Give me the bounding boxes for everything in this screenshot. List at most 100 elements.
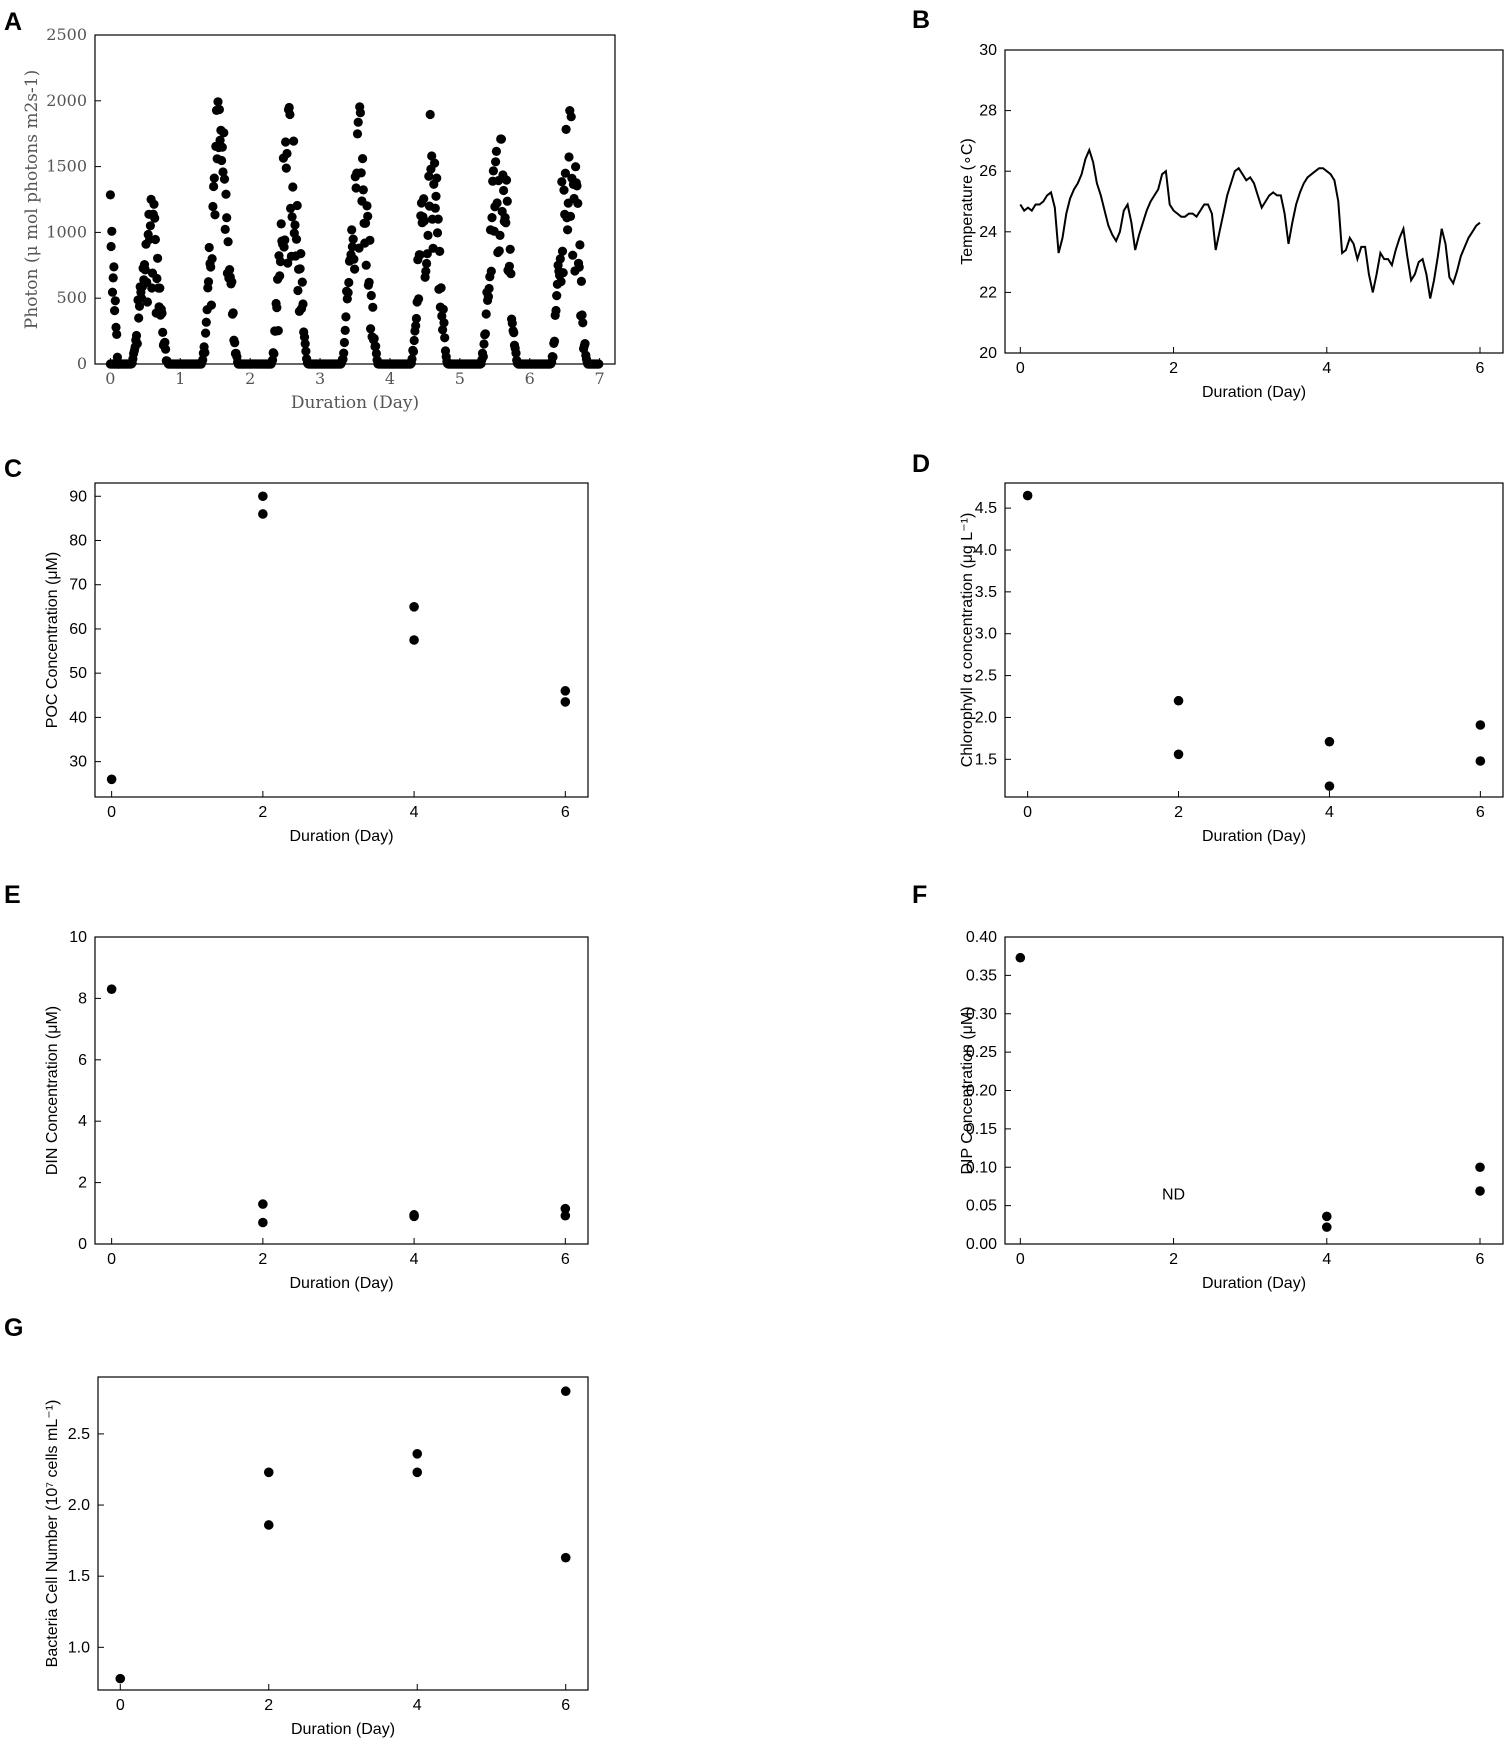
data-point xyxy=(106,984,117,994)
plot-frame xyxy=(94,482,589,798)
y-tick-label: 2 xyxy=(78,1175,87,1192)
data-point xyxy=(424,171,434,181)
x-tick-label: 6 xyxy=(1476,360,1485,377)
data-point xyxy=(555,254,565,264)
data-point xyxy=(207,254,217,264)
data-point xyxy=(301,346,311,356)
data-point xyxy=(263,1520,274,1530)
data-point xyxy=(203,277,214,287)
data-point xyxy=(423,230,433,240)
data-point xyxy=(153,253,163,263)
y-axis-label: DIP Concentration (μM) xyxy=(959,1006,976,1174)
data-point xyxy=(566,112,576,122)
data-point xyxy=(107,226,117,236)
data-point xyxy=(561,124,571,134)
data-point xyxy=(288,182,298,192)
data-point xyxy=(275,271,285,281)
data-point xyxy=(219,174,230,184)
data-point xyxy=(419,194,429,204)
data-point xyxy=(560,1203,571,1214)
data-point xyxy=(551,305,561,316)
data-point xyxy=(494,246,504,256)
data-point xyxy=(351,183,361,193)
y-tick-label: 4.0 xyxy=(975,542,997,559)
data-point xyxy=(220,224,230,234)
data-point xyxy=(258,491,268,502)
data-point xyxy=(214,104,224,115)
data-point xyxy=(571,162,581,172)
data-point xyxy=(105,190,115,200)
data-point xyxy=(110,306,120,316)
x-axis-label: Duration (Day) xyxy=(291,1721,395,1738)
plot-frame xyxy=(1004,49,1504,354)
data-point xyxy=(425,109,435,120)
x-tick-label: 6 xyxy=(1476,1251,1485,1268)
data-point xyxy=(409,602,419,612)
data-point xyxy=(572,181,582,191)
data-point xyxy=(594,359,604,369)
data-point xyxy=(505,244,515,254)
data-point xyxy=(284,102,294,113)
plot-frame xyxy=(94,936,589,1245)
data-point xyxy=(230,338,240,348)
data-point xyxy=(150,234,160,245)
data-point xyxy=(369,333,379,344)
panel-d: D 0 2 4 6 1.5 2.0 2.5 3.0 3.5 4.0 4.5 Duration (Day)… xyxy=(912,450,1504,845)
data-point xyxy=(134,313,144,323)
data-point xyxy=(282,148,292,159)
y-tick-label: 30 xyxy=(69,754,87,771)
data-point xyxy=(1475,1186,1485,1196)
data-point xyxy=(578,318,588,328)
data-point xyxy=(560,697,571,707)
data-point xyxy=(217,155,227,166)
y-tick-label: 70 xyxy=(69,577,87,594)
data-point xyxy=(511,348,521,358)
data-point xyxy=(213,97,223,107)
data-point xyxy=(287,212,297,222)
y-axis-label: Bacteria Cell Number (10⁷ cells mL⁻¹) xyxy=(44,1400,61,1668)
data-point xyxy=(201,328,211,338)
data-point xyxy=(289,136,299,146)
y-tick-label: 20 xyxy=(979,345,997,362)
y-tick-label: 1.5 xyxy=(975,751,997,768)
data-point xyxy=(114,359,124,369)
data-point xyxy=(106,774,117,785)
data-point xyxy=(109,262,119,272)
y-tick-label: 0.15 xyxy=(966,1121,997,1138)
data-point xyxy=(285,109,295,120)
y-axis-label: Temperature (∘C) xyxy=(959,138,976,265)
data-point xyxy=(276,219,286,229)
x-tick-label: 4 xyxy=(1322,360,1331,377)
panel-c: C 0 2 4 6 30 40 50 60 70 80 90 Duration (Day) POC Con… xyxy=(4,455,589,845)
data-point xyxy=(107,287,118,297)
data-point xyxy=(106,241,116,252)
data-point xyxy=(488,166,498,176)
y-tick-label: 22 xyxy=(979,284,997,301)
data-point xyxy=(341,312,351,322)
y-tick-label: 30 xyxy=(979,42,997,59)
data-point xyxy=(258,1199,268,1209)
y-tick-label: 3.5 xyxy=(975,584,997,601)
data-point xyxy=(558,268,568,278)
data-point xyxy=(479,339,489,349)
y-tick-label: 60 xyxy=(69,621,87,638)
data-point xyxy=(218,167,228,177)
data-point xyxy=(227,277,237,287)
data-point xyxy=(432,173,442,183)
y-tick-label: 0.35 xyxy=(966,967,997,984)
data-point xyxy=(280,235,290,245)
data-point xyxy=(279,242,289,252)
plot-frame xyxy=(97,1376,589,1691)
panel-letter: D xyxy=(912,450,930,478)
data-point xyxy=(149,199,159,209)
data-point xyxy=(365,235,375,245)
x-tick-label: 0 xyxy=(1016,1251,1025,1268)
data-point xyxy=(142,297,152,307)
data-point xyxy=(492,198,502,208)
data-point xyxy=(577,310,587,320)
x-tick-label: 2 xyxy=(245,369,255,388)
data-point xyxy=(358,185,368,195)
data-point xyxy=(499,185,509,196)
panel-letter: E xyxy=(4,881,21,909)
